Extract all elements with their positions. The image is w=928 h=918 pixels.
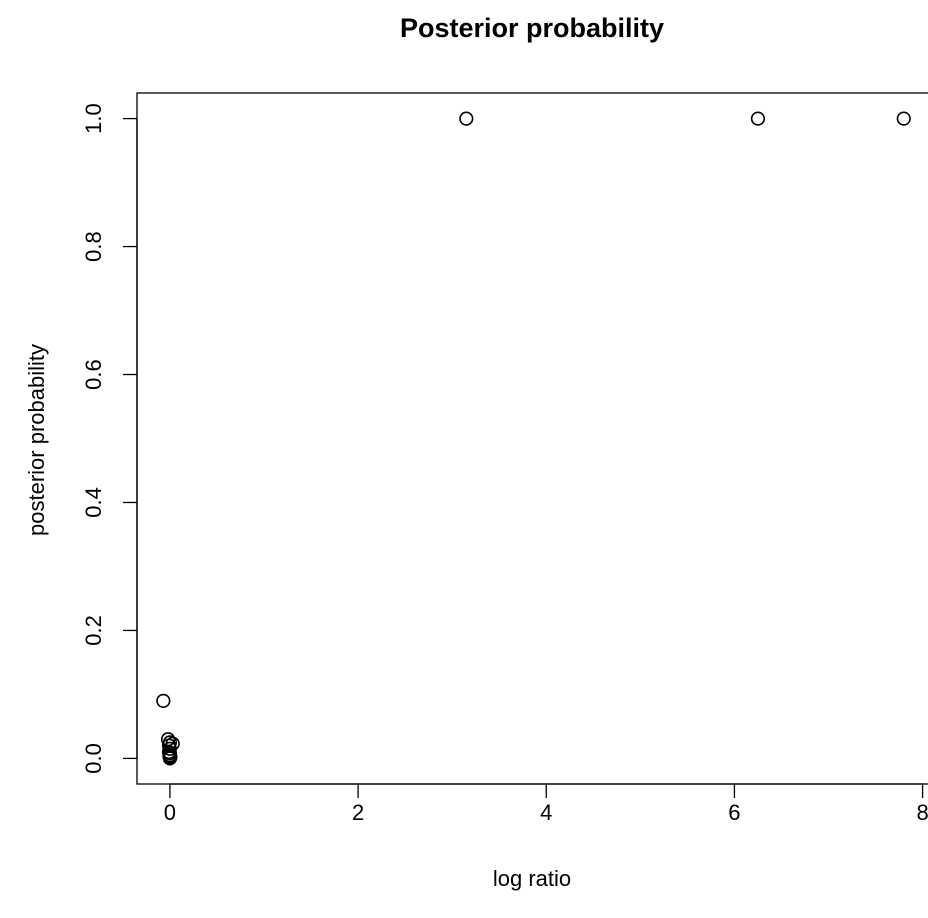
data-point: [162, 751, 178, 766]
data-point: [459, 111, 474, 126]
x-tick-label: 0: [164, 800, 176, 825]
x-tick-label: 4: [540, 800, 552, 825]
plot-frame: [136, 92, 928, 785]
x-axis-label: log ratio: [493, 866, 571, 891]
y-tick-label: 0.0: [81, 743, 106, 774]
x-tick-label: 2: [352, 800, 364, 825]
y-tick-label: 0.2: [81, 615, 106, 646]
data-point: [156, 693, 171, 708]
x-tick-label: 8: [916, 800, 928, 825]
y-axis-label: posterior probability: [24, 344, 49, 536]
data-points: [156, 111, 911, 766]
y-axis: 0.0 0.2 0.4 0.6 0.8 1.0: [81, 103, 138, 774]
y-tick-label: 1.0: [81, 103, 106, 134]
x-tick-label: 6: [728, 800, 740, 825]
data-point: [750, 111, 766, 126]
y-tick-label: 0.4: [81, 487, 106, 518]
x-axis: 0 2 4 6 8: [164, 783, 928, 825]
y-tick-label: 0.8: [81, 231, 106, 262]
chart-title: Posterior probability: [400, 13, 664, 43]
data-point: [896, 111, 911, 126]
y-tick-label: 0.6: [81, 359, 106, 390]
